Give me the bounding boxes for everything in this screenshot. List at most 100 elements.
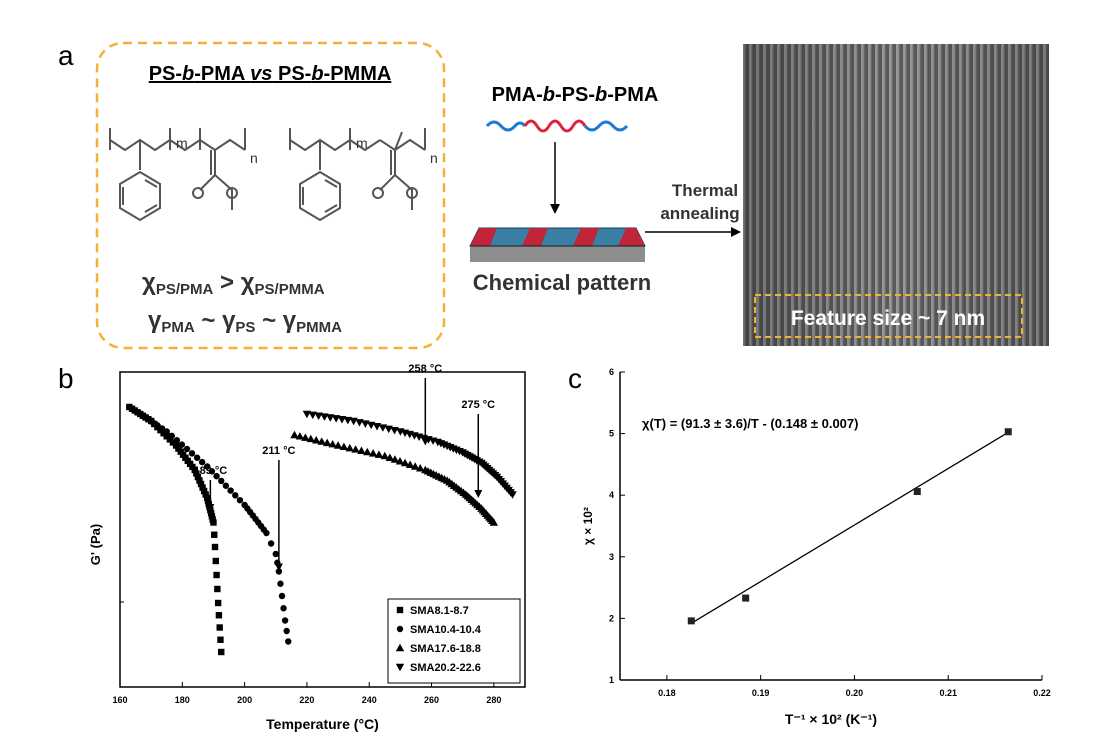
- data-point: [232, 492, 239, 499]
- data-point: [168, 432, 175, 440]
- data-point: [215, 612, 223, 619]
- data-point: [395, 457, 405, 465]
- data-point: [158, 425, 166, 432]
- data-point: [390, 455, 400, 463]
- x-tick-label: 0.20: [846, 688, 864, 698]
- panel-a-figure: PS-b-PMA vs PS-b-PMMA m n m n χPS/PMA > …: [95, 41, 1049, 350]
- data-point: [312, 436, 321, 444]
- legend-entry: SMA10.4-10.4: [410, 624, 482, 636]
- series-SMA20.2-22.6: [302, 410, 517, 499]
- data-point: [913, 488, 921, 496]
- data-point: [213, 472, 220, 480]
- data-point: [272, 550, 279, 558]
- y-tick-label: 3: [609, 552, 614, 562]
- data-point: [357, 446, 366, 454]
- x-tick-label: 220: [299, 695, 314, 705]
- chemical-pattern-label: Chemical pattern: [473, 270, 652, 295]
- data-point: [193, 470, 200, 477]
- data-point: [295, 432, 305, 440]
- data-point: [211, 531, 218, 538]
- x-tick-label: 0.18: [658, 688, 676, 698]
- x-tick-label: 0.22: [1033, 688, 1051, 698]
- arrow-label-1: Thermal: [672, 181, 738, 200]
- data-point: [301, 433, 310, 441]
- data-point: [214, 585, 221, 593]
- data-point: [322, 438, 332, 447]
- fit-equation: χ(T) = (91.3 ± 3.6)/T - (0.148 ± 0.007): [642, 416, 858, 431]
- substrate-side: [470, 246, 645, 262]
- y-tick-label: 2: [609, 613, 614, 623]
- data-point: [222, 482, 230, 489]
- data-point: [191, 466, 198, 474]
- legend: SMA8.1-8.7 SMA10.4-10.4 SMA17.6-18.8 SMA20.…: [387, 598, 521, 684]
- data-point: [351, 445, 360, 453]
- data-point: [194, 473, 202, 481]
- data-point: [227, 487, 234, 494]
- data-point: [218, 477, 225, 485]
- data-point: [742, 594, 750, 602]
- data-point: [361, 420, 370, 428]
- x-tick-label: 280: [486, 695, 501, 705]
- chain-red-middle: [523, 119, 587, 133]
- data-point: [349, 417, 358, 426]
- data-point: [281, 617, 289, 624]
- data-point: [280, 605, 287, 612]
- data-point: [263, 529, 270, 537]
- data-point: [200, 487, 208, 495]
- data-point: [405, 460, 415, 468]
- arrow-label-2: annealing: [660, 204, 739, 223]
- x-tick-label: 160: [112, 695, 127, 705]
- chart-modulus-vs-temperature: 160 180 200 220 240 260 280 Temperature (°C) G' …: [88, 363, 526, 732]
- legend-box: [387, 598, 521, 684]
- data-point: [416, 464, 425, 472]
- data-point: [208, 468, 216, 475]
- legend-entry: SMA20.2-22.6: [410, 662, 481, 674]
- y-axis-label: χ × 10²: [581, 507, 595, 545]
- subscript-m: m: [176, 135, 188, 151]
- data-point: [212, 557, 219, 565]
- data-point: [400, 458, 410, 467]
- data-point: [204, 463, 211, 470]
- data-point: [378, 424, 388, 432]
- data-point: [489, 518, 499, 526]
- data-point: [173, 437, 181, 444]
- panel-label-c: c: [568, 363, 582, 394]
- y-axis-label: G' (Pa): [88, 524, 103, 565]
- data-point: [278, 592, 286, 600]
- panel-label-b: b: [58, 363, 74, 394]
- chain-blue-right: [583, 120, 629, 132]
- panel-label-a: a: [58, 40, 74, 71]
- data-point: [218, 648, 225, 656]
- data-point: [277, 580, 284, 587]
- data-point: [144, 416, 152, 423]
- chart-chi-vs-inverse-temperature: 0.18 0.19 0.20 0.21 0.22 1 2 3 4 5 6 T⁻¹ × 10² (K⁻¹…: [581, 367, 1051, 727]
- data-point: [163, 428, 170, 435]
- data-point: [508, 491, 517, 499]
- data-point: [199, 484, 206, 491]
- x-tick-label: 0.21: [939, 688, 957, 698]
- data-point: [380, 451, 390, 460]
- legend-marker: [395, 643, 405, 652]
- y-tick-label: 6: [609, 367, 614, 377]
- data-point: [126, 403, 133, 411]
- fit-line: [690, 431, 1009, 624]
- series-SMA10.4-10.4: [126, 403, 292, 645]
- comparison-box: [95, 41, 446, 350]
- data-point: [337, 416, 347, 424]
- x-axis-label: Temperature (°C): [266, 716, 379, 732]
- data-point: [216, 624, 223, 631]
- data-point: [372, 423, 382, 431]
- y-tick-label: 4: [609, 490, 614, 500]
- x-tick-label: 200: [237, 695, 252, 705]
- data-point: [306, 434, 316, 443]
- data-point: [213, 571, 220, 579]
- data-point: [267, 540, 275, 547]
- data-point: [211, 543, 219, 551]
- x-tick-label: 180: [175, 695, 190, 705]
- data-point: [326, 414, 335, 422]
- data-point: [333, 441, 343, 449]
- ps-pmma-structure: [289, 128, 426, 222]
- data-point: [410, 462, 420, 470]
- legend-marker: [396, 625, 404, 633]
- data-point: [210, 519, 217, 526]
